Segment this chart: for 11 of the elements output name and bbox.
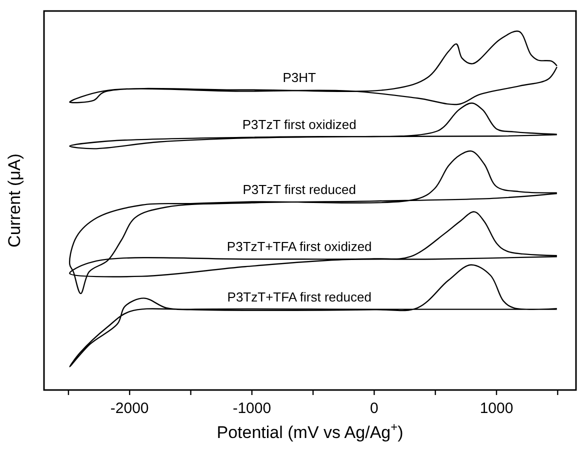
y-axis-title: Current (μA) (5, 154, 24, 248)
x-tick-label: 1000 (480, 400, 514, 417)
series-label: P3TzT first reduced (242, 182, 356, 197)
x-tick-label: 0 (370, 400, 378, 417)
series-label: P3HT (282, 70, 316, 85)
x-tick-label: -1000 (232, 400, 272, 417)
series-label: P3TzT+TFA first reduced (227, 289, 372, 304)
series-label: P3TzT+TFA first oxidized (226, 239, 372, 254)
x-tick-label: -2000 (110, 400, 149, 417)
series-label: P3TzT first oxidized (242, 116, 356, 132)
x-axis-title: Potential (mV vs Ag/Ag$^{+}$) (216, 420, 404, 442)
